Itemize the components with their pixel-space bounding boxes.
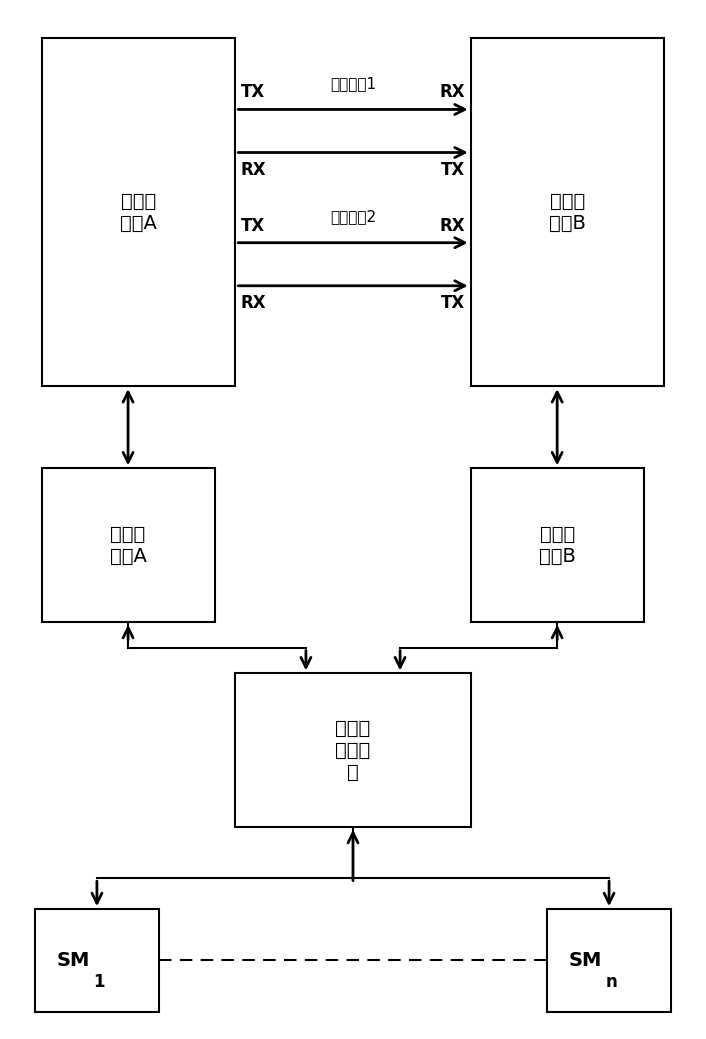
Text: RX: RX [241,294,266,312]
Text: RX: RX [241,161,266,179]
Text: TX: TX [441,294,465,312]
Text: 脉冲分
配控制
器: 脉冲分 配控制 器 [335,719,371,781]
Text: RX: RX [440,216,465,235]
Bar [471,469,644,622]
Text: 桥臂控
制器B: 桥臂控 制器B [539,525,575,565]
Bar [42,469,215,622]
Text: SM: SM [569,951,602,969]
Bar [35,909,160,1012]
Text: 1: 1 [93,973,105,990]
Text: 阀控主
控箱B: 阀控主 控箱B [549,191,586,233]
Text: TX: TX [241,83,265,101]
Text: 桥臂控
制器A: 桥臂控 制器A [109,525,147,565]
Text: 阀控主
控箱A: 阀控主 控箱A [120,191,157,233]
Bar [546,909,671,1012]
Text: RX: RX [440,83,465,101]
Bar [42,37,235,387]
Text: TX: TX [241,216,265,235]
Text: SM: SM [56,951,90,969]
Bar [471,37,664,387]
Text: 通信通道1: 通信通道1 [330,76,376,91]
Text: n: n [606,973,617,990]
Text: TX: TX [441,161,465,179]
Text: 通信通道2: 通信通道2 [330,209,376,224]
Bar [235,673,471,827]
